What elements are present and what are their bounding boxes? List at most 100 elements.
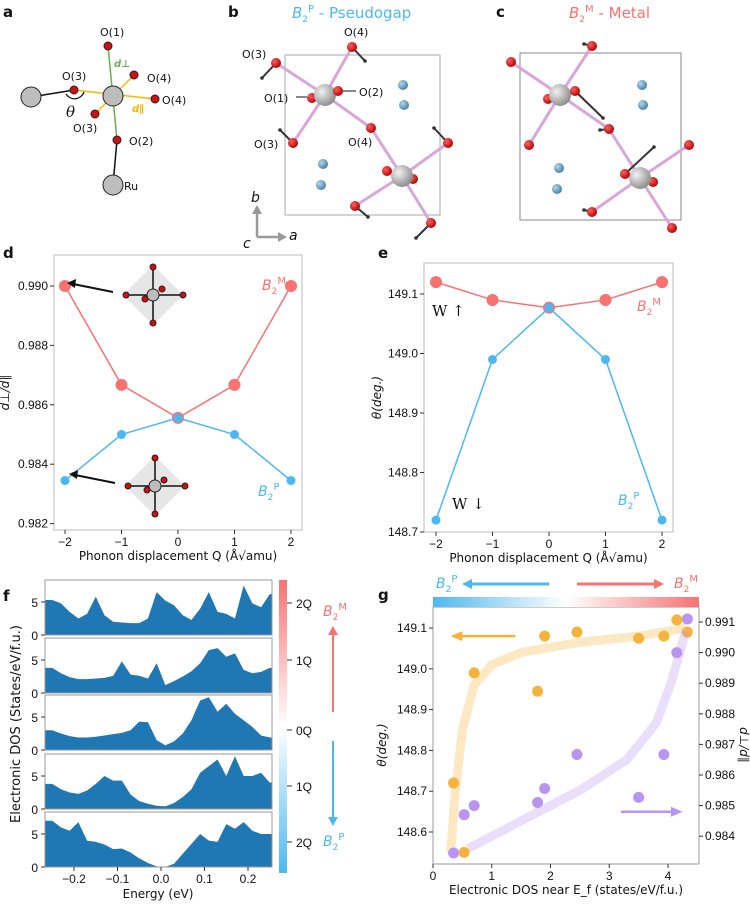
label-o1: O(1): [100, 26, 124, 39]
y-tick-label: 5: [31, 770, 38, 784]
y-right-tick-label: 0.987: [705, 737, 735, 751]
chart-e: 148.7 148.8 148.9 149.0 149.1 −2 −1 0 1 2 Phonon d…: [370, 262, 674, 565]
y-tick-label: 148.7: [388, 525, 418, 539]
scatter-point-0: [571, 626, 583, 638]
scatter-point-1: [571, 748, 583, 760]
scatter-point-0: [532, 685, 544, 697]
scatter-point-1: [448, 847, 460, 859]
dos-area-1: [45, 648, 272, 693]
x-axis-label: Phonon displacement Q (Å√amu): [79, 548, 277, 563]
label-theta: θ: [66, 103, 75, 121]
o-atom: [151, 510, 159, 518]
displacement-arrow: [624, 146, 655, 175]
o-atom: [524, 140, 534, 150]
o-atom: [181, 482, 189, 490]
dos-subplot: 05: [31, 637, 273, 701]
dos-subplot: 05: [31, 811, 273, 875]
y-right-tick-label: 0.988: [705, 707, 735, 721]
colorbar-ticks: [287, 602, 292, 843]
o-atom: [122, 291, 130, 299]
scatter-point-0: [671, 614, 683, 626]
axis-c-label: c: [243, 236, 251, 252]
y-right-tick-label: 0.985: [705, 799, 735, 813]
dos-subplot: 05: [31, 579, 273, 643]
plot-frame: [44, 811, 273, 868]
data-point-b2p: [117, 430, 126, 439]
panel-label-c: c: [496, 3, 505, 21]
y-tick-label: 149.0: [388, 347, 418, 361]
arrow-head: [432, 126, 436, 130]
chart-d: 0.982 0.984 0.986 0.988 0.990 −2 −1 0 1 2 Phonon d…: [0, 254, 303, 563]
o-atom: [382, 166, 392, 176]
o-atom: [620, 169, 630, 179]
o-atom: [426, 218, 436, 228]
y-tick-label: 148.9: [388, 406, 418, 420]
y-tick-label: 149.1: [388, 287, 418, 301]
x-tick-label: 0: [175, 535, 182, 549]
dos-area-4: [45, 820, 272, 867]
arrow-head-right: [670, 806, 683, 817]
o-atom: [350, 201, 360, 211]
data-point-b2m: [228, 378, 241, 391]
pointer-arrow: [72, 283, 114, 293]
data-point-b2p: [230, 430, 239, 439]
label-b2p-f: B2P: [323, 832, 344, 853]
x-tick-label: 0.2: [240, 872, 257, 886]
y-axis-label: d⊥/d∥: [0, 375, 12, 411]
title-metal: B2M - Metal: [569, 4, 650, 25]
data-point-b2p: [431, 515, 441, 525]
series-line-b2m: [64, 285, 292, 419]
data-point-b2m: [599, 293, 612, 306]
title-pseudogap: B2P - Pseudogap: [292, 4, 411, 25]
data-point-b2p: [286, 476, 296, 486]
o-atom: [333, 86, 343, 96]
y-tick-label: 148.9: [397, 703, 427, 717]
y-right-axis-label: d⊥/d∥: [737, 727, 750, 763]
plot-frame: [44, 753, 273, 810]
x-tick-label: −0.1: [106, 872, 130, 886]
sr-atom: [318, 159, 328, 169]
unit-cell: [284, 54, 441, 216]
arrow-up-metal-icon: [328, 626, 338, 712]
data-point-b2m: [486, 293, 499, 306]
label-b2p-e: B2P: [618, 491, 639, 512]
y-tick-label: 5: [31, 654, 38, 668]
colorbar-label-0q: 0Q: [296, 724, 312, 738]
label-o4-upper: O(4): [147, 72, 171, 85]
y-tick-label: 0: [31, 687, 38, 701]
x-tick-label: −1: [115, 535, 129, 549]
o-atom: [158, 285, 166, 293]
octahedron-inset: [67, 263, 187, 327]
y-tick-label: 148.8: [397, 743, 427, 757]
y-tick-label: 5: [31, 711, 38, 725]
y-tick-label: 148.8: [388, 466, 418, 480]
annotation-w-up: W ↑: [432, 302, 465, 320]
octahedron-schematic: [20, 41, 160, 196]
o-atom: [124, 482, 132, 490]
label-d-perp: d⊥: [114, 59, 130, 70]
x-tick-label: 2: [288, 535, 295, 549]
scatter-point-1: [681, 613, 693, 625]
arrow-head: [366, 215, 370, 219]
o-atom: [443, 138, 453, 148]
x-tick-label: −0.2: [62, 872, 86, 886]
y-tick-label: 0.988: [18, 338, 48, 352]
label-o3-upper: O(3): [62, 70, 86, 83]
x-axis-label: Phonon displacement Q (Å√amu): [449, 550, 647, 565]
o-atom: [587, 41, 597, 51]
y-right-tick-label: 0.984: [705, 829, 735, 843]
y-tick-label: 0.984: [18, 457, 48, 471]
y-tick-label: 0.986: [18, 398, 48, 412]
trend-curve-0: [446, 623, 687, 853]
axis-a-label: a: [289, 228, 298, 244]
scatter-point-0: [458, 846, 470, 858]
charts: 0.982 0.984 0.986 0.988 0.990 −2 −1 0 1 2 Phonon d…: [0, 254, 750, 901]
data-point-b2p: [657, 515, 667, 525]
scatter-point-1: [658, 748, 670, 760]
label-b2p-g: B2P: [436, 574, 457, 595]
scatter-point-0: [633, 632, 645, 644]
chart-g: 148.6 148.7 148.8 148.9 149.0 149.1 0.984 0.985…: [375, 606, 750, 897]
arrow-down-pseudogap-icon: [328, 741, 338, 826]
plot-frame: [44, 579, 273, 636]
